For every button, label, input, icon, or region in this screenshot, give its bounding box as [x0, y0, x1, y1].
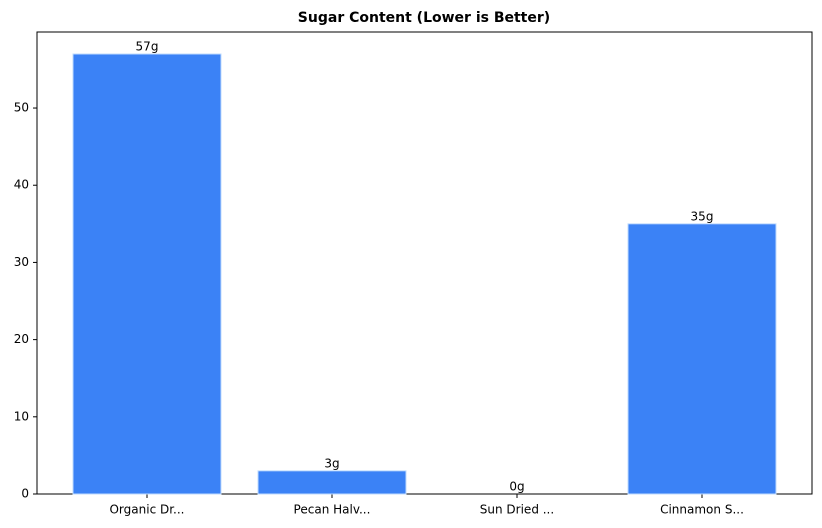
value-label: 57g [136, 40, 159, 54]
value-label: 3g [324, 456, 339, 470]
x-tick-label: Pecan Halv... [294, 503, 371, 517]
value-label: 0g [509, 480, 524, 494]
value-label: 35g [691, 209, 714, 223]
y-tick-label: 50 [14, 101, 29, 115]
chart-title: Sugar Content (Lower is Better) [298, 10, 550, 26]
x-tick-label: Cinnamon S... [660, 503, 744, 517]
bar [257, 470, 407, 495]
x-tick-label: Organic Dr... [109, 503, 184, 517]
bar [627, 223, 777, 495]
x-tick-label: Sun Dried ... [480, 503, 554, 517]
y-tick-label: 40 [14, 178, 29, 192]
y-tick-label: 0 [21, 487, 29, 501]
y-tick-label: 10 [14, 409, 29, 423]
bar [72, 53, 222, 495]
y-tick-label: 20 [14, 332, 29, 346]
y-tick-label: 30 [14, 255, 29, 269]
plot-frame [36, 31, 813, 495]
